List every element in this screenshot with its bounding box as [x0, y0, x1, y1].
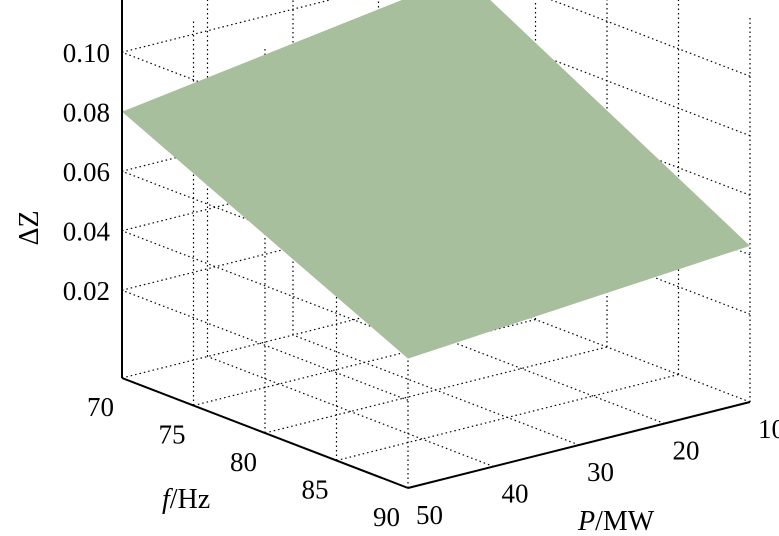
- x-axis-line: [407, 401, 751, 489]
- left-wall-grid-line-z: [121, 230, 409, 342]
- x-axis-label-var: P: [577, 506, 595, 536]
- side-wall-grid-line-z: [550, 0, 751, 77]
- surface-plane: [122, 0, 750, 359]
- y-tick-label: 85: [302, 475, 329, 505]
- z-axis-label: ΔZ: [14, 210, 45, 245]
- floor-grid-line-f: [264, 346, 608, 434]
- y-tick-label: 70: [87, 392, 114, 422]
- z-tick-label: 0.06: [63, 157, 110, 187]
- floor-grid-line-f: [336, 373, 679, 462]
- left-wall-grid-line-z: [121, 289, 409, 401]
- side-wall-grid-line-z: [463, 25, 751, 137]
- y-axis-label-unit: /Hz: [170, 484, 210, 515]
- tick-labels: 0.02 0.04 0.06 0.08 0.10 70 75 80 85 90 10 20 30 40 50: [63, 38, 779, 532]
- y-axis-label: f/Hz: [162, 484, 210, 515]
- z-tick-label: 0.08: [63, 98, 110, 128]
- surface-layer: [122, 0, 750, 359]
- y-tick-label: 90: [373, 502, 400, 532]
- y-tick-label: 80: [230, 447, 257, 477]
- x-tick-label: 30: [587, 457, 614, 487]
- floor-grid-line-p: [378, 312, 665, 425]
- z-tick-label: 0.04: [63, 217, 111, 247]
- x-axis-label: P/MW: [577, 506, 655, 536]
- x-tick-label: 20: [673, 436, 700, 466]
- floor-grid-line-p: [207, 355, 494, 468]
- z-tick-label: 0.10: [63, 38, 110, 68]
- x-axis-label-unit: /MW: [595, 506, 655, 536]
- axis-lines: [121, 0, 751, 489]
- z-tick-label: 0.02: [63, 276, 110, 306]
- x-tick-label: 10: [758, 414, 779, 444]
- y-axis-label-var: f: [162, 484, 173, 515]
- y-axis-line: [121, 377, 409, 489]
- x-tick-label: 40: [502, 479, 529, 509]
- back-wall-grid-line-z: [121, 0, 333, 53]
- x-tick-label: 50: [416, 500, 443, 530]
- y-tick-label: 75: [159, 420, 186, 450]
